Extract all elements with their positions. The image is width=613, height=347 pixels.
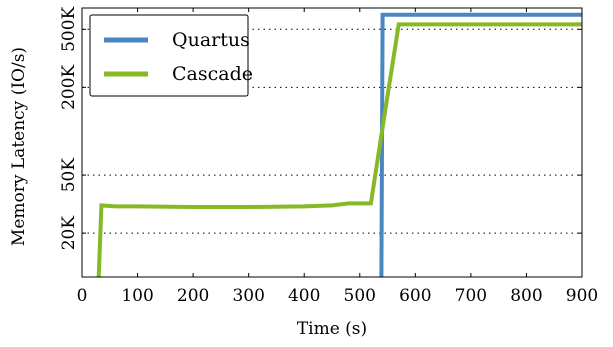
y-tick-label-50K: 50K	[59, 158, 79, 193]
legend-label-quartus: Quartus	[172, 29, 250, 51]
x-tick-label-400: 400	[288, 286, 320, 306]
legend-label-cascade: Cascade	[172, 63, 253, 85]
y-tick-label-20K: 20K	[59, 216, 79, 251]
x-tick-label-100: 100	[121, 286, 153, 306]
x-tick-label-300: 300	[232, 286, 264, 306]
x-tick-label-700: 700	[455, 286, 487, 306]
x-tick-label-800: 800	[510, 286, 542, 306]
y-tick-label-200K: 200K	[59, 64, 79, 109]
y-tick-label-500K: 500K	[59, 6, 79, 51]
x-tick-label-500: 500	[344, 286, 376, 306]
plot-frame	[81, 7, 583, 278]
y-axis-title: Memory Latency (IO/s)	[9, 47, 29, 246]
x-tick-label-0: 0	[77, 286, 88, 306]
legend: Quartus Cascade	[89, 14, 253, 97]
x-tick-label-600: 600	[399, 286, 431, 306]
series-line-cascade	[96, 22, 582, 278]
series-line-quartus	[379, 12, 582, 278]
x-tick-label-900: 900	[566, 286, 598, 306]
x-axis-title: Time (s)	[297, 319, 367, 339]
series-lines	[96, 12, 582, 278]
x-tick-label-200: 200	[177, 286, 209, 306]
axis-ticks: 0 100 200 300 400 500 600 700 800 900 20K 50K 200K 50…	[59, 6, 598, 306]
